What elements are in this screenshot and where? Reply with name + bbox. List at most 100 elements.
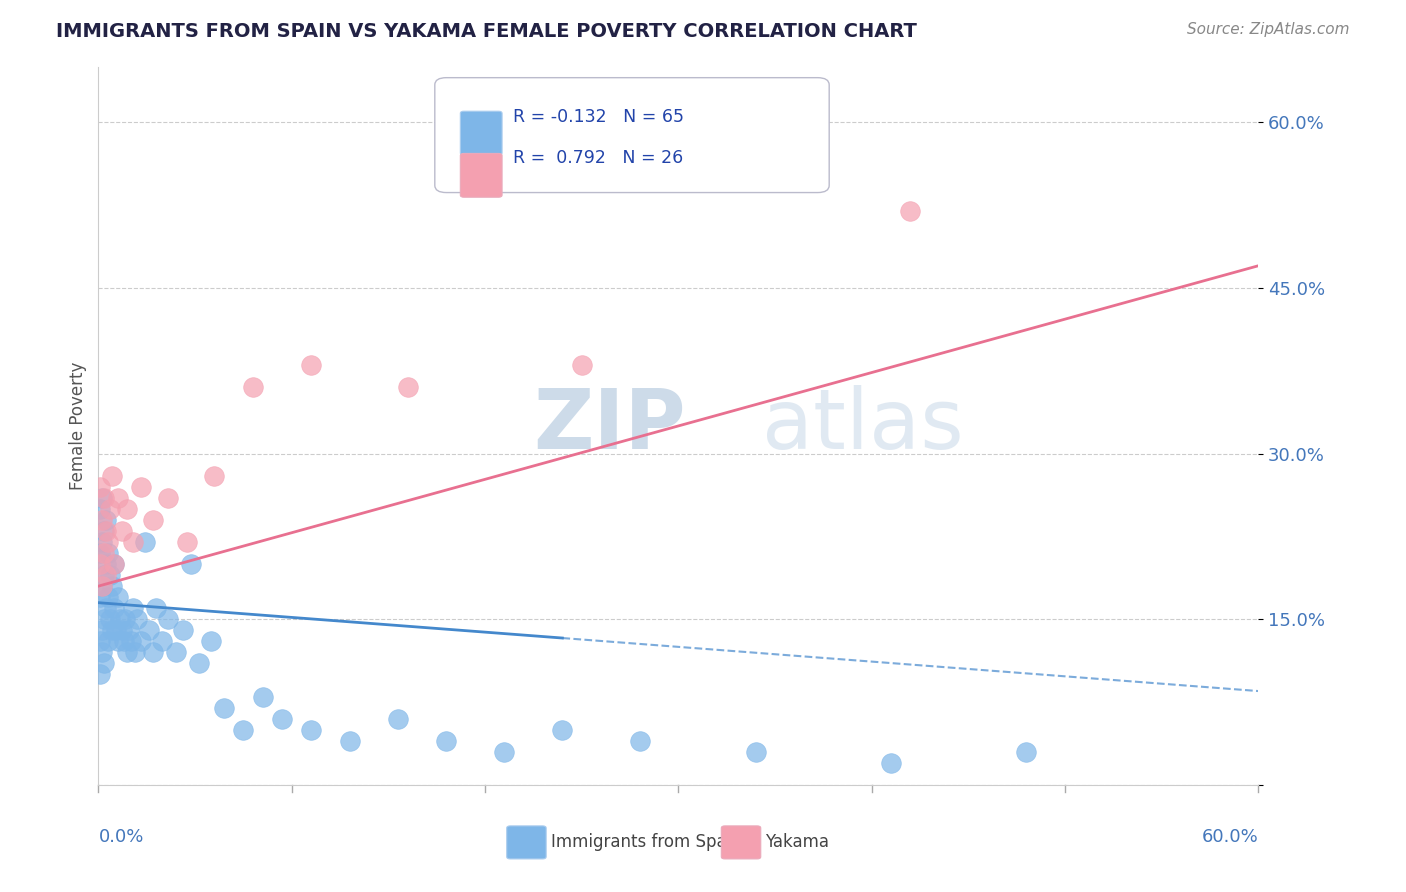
Point — [91, 645, 114, 659]
Point — [150, 634, 173, 648]
Point — [900, 203, 922, 218]
Point — [93, 524, 115, 538]
FancyBboxPatch shape — [460, 112, 502, 155]
Point — [93, 612, 115, 626]
Point — [571, 358, 593, 372]
Text: 0.0%: 0.0% — [98, 828, 143, 846]
Point — [89, 546, 111, 560]
Point — [628, 733, 651, 747]
Point — [138, 624, 160, 638]
Point — [172, 624, 194, 638]
Point — [98, 501, 121, 516]
Point — [89, 501, 111, 516]
FancyBboxPatch shape — [460, 153, 502, 197]
Point — [104, 624, 127, 638]
Point — [93, 491, 115, 505]
Text: Yakama: Yakama — [765, 833, 830, 851]
Point — [188, 657, 211, 671]
Point — [157, 612, 180, 626]
Point — [551, 723, 574, 737]
Point — [96, 513, 118, 527]
Point — [141, 645, 165, 659]
Point — [89, 590, 111, 604]
Point — [165, 645, 187, 659]
Point — [212, 700, 235, 714]
Point — [91, 491, 114, 505]
Point — [103, 557, 125, 571]
Text: IMMIGRANTS FROM SPAIN VS YAKAMA FEMALE POVERTY CORRELATION CHART: IMMIGRANTS FROM SPAIN VS YAKAMA FEMALE P… — [56, 22, 917, 41]
Point — [124, 645, 146, 659]
Point — [91, 579, 114, 593]
Point — [107, 491, 129, 505]
Text: Immigrants from Spain: Immigrants from Spain — [551, 833, 741, 851]
Point — [93, 568, 115, 582]
Point — [103, 601, 125, 615]
Point — [339, 733, 361, 747]
Text: Source: ZipAtlas.com: Source: ZipAtlas.com — [1187, 22, 1350, 37]
Point — [91, 624, 114, 638]
Point — [97, 546, 120, 560]
Point — [745, 745, 768, 759]
Text: R = -0.132   N = 65: R = -0.132 N = 65 — [513, 108, 683, 126]
Point — [232, 723, 254, 737]
Point — [396, 380, 419, 394]
Point — [157, 491, 180, 505]
Point — [112, 634, 135, 648]
Point — [120, 634, 142, 648]
Point — [180, 557, 202, 571]
FancyBboxPatch shape — [506, 826, 546, 859]
Point — [107, 634, 129, 648]
Point — [97, 535, 120, 549]
Point — [89, 480, 111, 494]
Point — [117, 501, 139, 516]
Point — [129, 634, 152, 648]
Point — [103, 557, 125, 571]
Point — [145, 601, 167, 615]
Text: 60.0%: 60.0% — [1202, 828, 1258, 846]
Text: R =  0.792   N = 26: R = 0.792 N = 26 — [513, 149, 683, 167]
Point — [111, 524, 132, 538]
Point — [122, 601, 145, 615]
Point — [134, 535, 156, 549]
Point — [96, 568, 118, 582]
FancyBboxPatch shape — [434, 78, 830, 193]
Point — [97, 590, 120, 604]
Point — [89, 557, 111, 571]
Point — [127, 612, 149, 626]
Point — [242, 380, 264, 394]
Point — [141, 513, 165, 527]
Point — [89, 667, 111, 681]
Point — [122, 535, 145, 549]
Point — [299, 723, 322, 737]
Text: atlas: atlas — [762, 385, 963, 467]
Point — [200, 634, 222, 648]
Point — [111, 624, 132, 638]
Point — [204, 468, 226, 483]
Point — [880, 756, 903, 770]
Point — [129, 480, 152, 494]
Point — [387, 712, 409, 726]
Point — [91, 579, 114, 593]
Point — [118, 624, 141, 638]
Point — [101, 579, 124, 593]
Point — [91, 535, 114, 549]
Point — [101, 468, 124, 483]
Y-axis label: Female Poverty: Female Poverty — [69, 362, 87, 490]
Point — [96, 557, 118, 571]
Point — [96, 524, 118, 538]
Point — [107, 590, 129, 604]
Point — [114, 612, 136, 626]
Point — [93, 657, 115, 671]
Point — [98, 568, 121, 582]
Point — [98, 612, 121, 626]
Point — [101, 624, 124, 638]
Point — [108, 612, 131, 626]
Point — [97, 634, 120, 648]
Point — [252, 690, 274, 704]
Point — [117, 645, 139, 659]
Point — [93, 546, 115, 560]
Point — [176, 535, 198, 549]
Point — [436, 733, 458, 747]
Point — [91, 513, 114, 527]
Point — [494, 745, 516, 759]
